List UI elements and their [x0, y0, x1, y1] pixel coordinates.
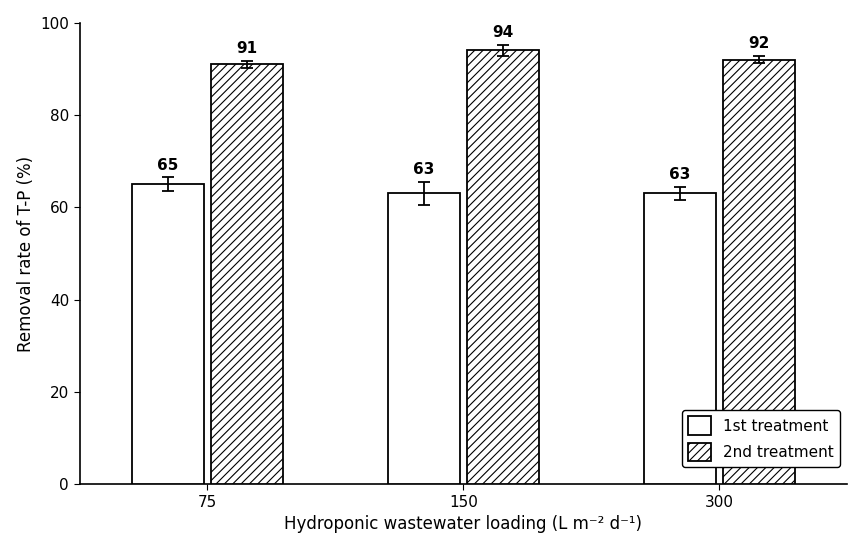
Text: 63: 63	[669, 167, 690, 182]
Text: 63: 63	[413, 162, 435, 177]
Text: 94: 94	[492, 25, 514, 40]
Bar	[467, 51, 539, 485]
Bar	[132, 184, 204, 485]
Bar	[723, 59, 795, 485]
Text: 65: 65	[157, 158, 179, 173]
Bar	[212, 64, 283, 485]
Bar	[388, 194, 460, 485]
Bar	[644, 194, 715, 485]
X-axis label: Hydroponic wastewater loading (L m⁻² d⁻¹): Hydroponic wastewater loading (L m⁻² d⁻¹…	[284, 515, 643, 534]
Text: 91: 91	[237, 41, 257, 56]
Legend: 1st treatment, 2nd treatment: 1st treatment, 2nd treatment	[682, 410, 840, 468]
Y-axis label: Removal rate of T-P (%): Removal rate of T-P (%)	[16, 156, 35, 351]
Text: 92: 92	[748, 36, 770, 51]
